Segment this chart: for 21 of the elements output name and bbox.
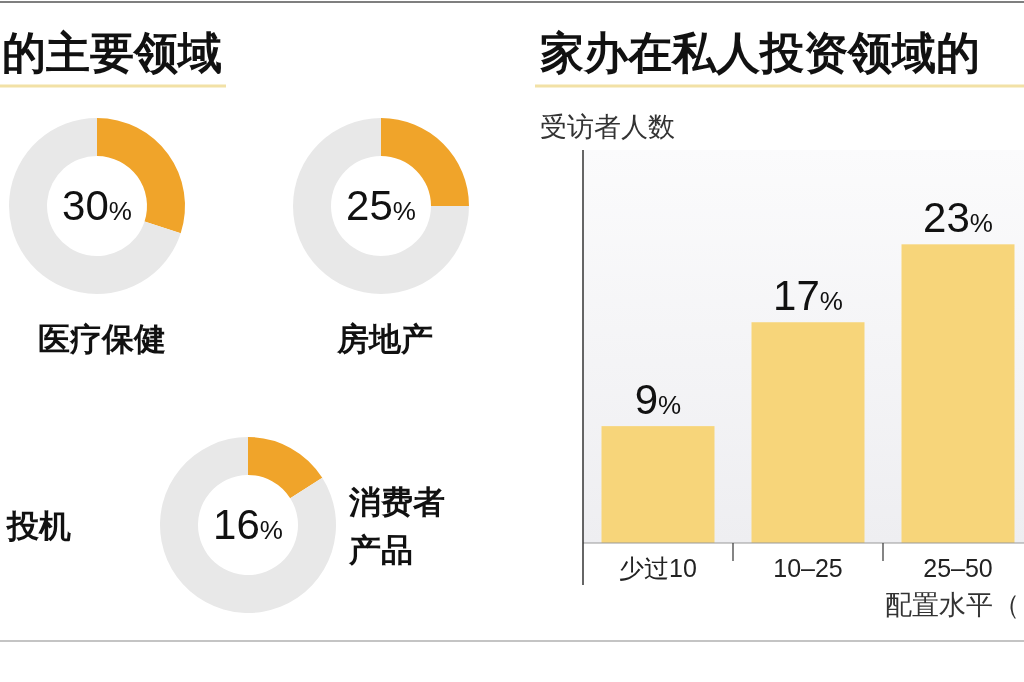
data-label: 25% <box>346 182 416 229</box>
text: 的主要领域 <box>2 28 222 77</box>
text: 医疗保健 <box>38 321 166 357</box>
x-axis-title: 配置水平（ <box>885 590 1020 620</box>
donut-slice <box>9 118 181 294</box>
data-label: 16% <box>213 501 283 548</box>
y-axis-title: 受访者人数 <box>540 112 675 142</box>
data-label: 9% <box>634 376 682 424</box>
donut-slice <box>293 118 469 294</box>
data-label: 23% <box>923 194 993 242</box>
x-tick-label: 10–25 <box>773 554 843 582</box>
data-label: 30% <box>62 182 132 229</box>
x-tick-label: 少过10 <box>619 554 697 582</box>
donut-slice <box>160 437 336 613</box>
x-tick-label: 25–50 <box>923 554 993 582</box>
data-label: 17% <box>773 272 843 320</box>
chart-title: 家办在私人投资领域的 <box>540 28 980 77</box>
text: 房地产 <box>336 321 433 357</box>
text: 消费者产品 <box>348 484 445 568</box>
donut-slice <box>248 437 323 499</box>
text: 投机 <box>5 508 71 544</box>
